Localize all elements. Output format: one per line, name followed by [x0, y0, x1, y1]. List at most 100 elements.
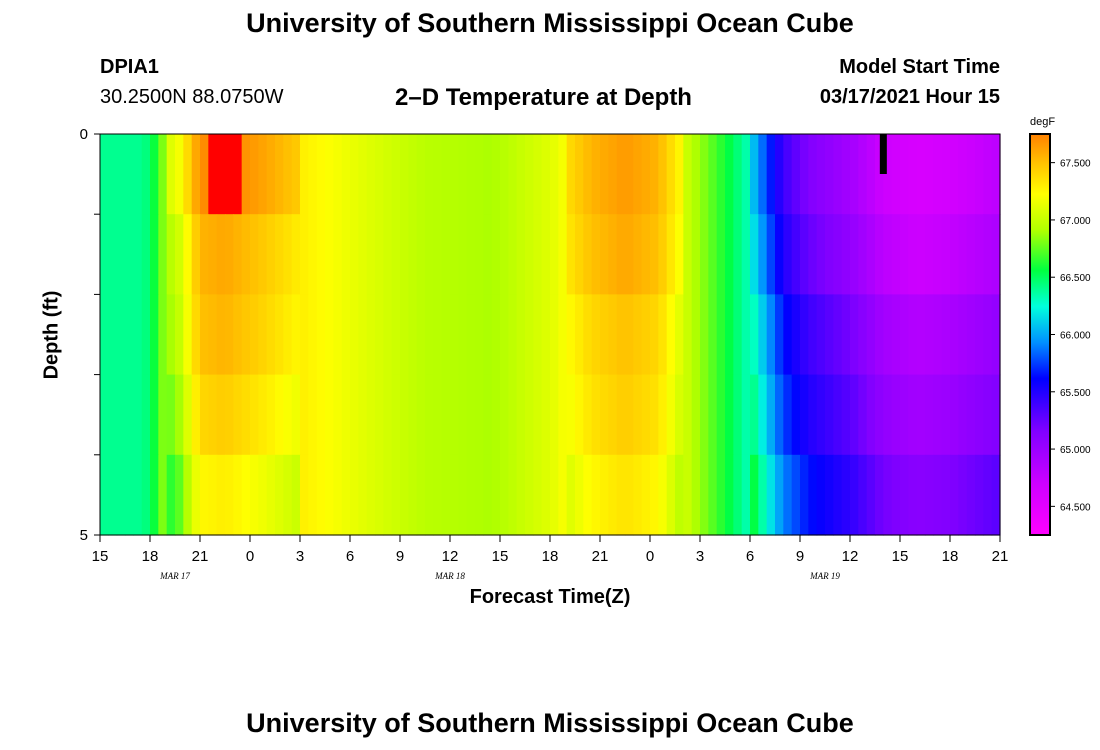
- heatmap-cell: [925, 294, 934, 376]
- heatmap-cell: [941, 294, 951, 376]
- heatmap-cell: [233, 454, 243, 536]
- y-axis-label: Depth (ft): [40, 290, 63, 380]
- heatmap-cell: [775, 294, 784, 376]
- heatmap-cell: [616, 374, 626, 456]
- heatmap-cell: [158, 134, 168, 215]
- heatmap-cell: [150, 214, 159, 295]
- heatmap-cell: [691, 374, 701, 456]
- heatmap-cell: [700, 214, 709, 295]
- heatmap-cell: [616, 294, 626, 376]
- heatmap-cell: [600, 134, 609, 215]
- heatmap-cell: [625, 454, 634, 536]
- heatmap-cell: [558, 294, 568, 376]
- heatmap-cell: [283, 134, 293, 215]
- heatmap-cell: [925, 214, 934, 295]
- heatmap-cell: [975, 454, 984, 536]
- heatmap-cell: [366, 374, 376, 456]
- heatmap-cell: [566, 134, 576, 215]
- heatmap-cell: [566, 374, 576, 456]
- heatmap-cell: [133, 214, 143, 295]
- heatmap-cell: [391, 454, 401, 536]
- heatmap-cell: [600, 454, 609, 536]
- heatmap-cell: [966, 374, 976, 456]
- heatmap-cell: [741, 374, 751, 456]
- heatmap-cell: [758, 374, 768, 456]
- x-tick-label: 15: [892, 548, 909, 565]
- colorbar-tick-label: 64.500: [1060, 502, 1091, 513]
- heatmap-cell: [708, 454, 718, 536]
- heatmap-cell: [441, 454, 451, 536]
- heatmap-cell: [116, 294, 126, 376]
- heatmap-cell: [933, 214, 943, 295]
- heatmap-cell: [358, 374, 368, 456]
- heatmap-cell: [350, 214, 359, 295]
- heatmap-cell: [500, 214, 509, 295]
- heatmap-cell: [791, 214, 801, 295]
- heatmap-cell: [850, 134, 859, 215]
- heatmap-cell: [325, 294, 334, 376]
- heatmap-cell: [908, 454, 918, 536]
- heatmap-cell: [966, 454, 976, 536]
- heatmap-cell: [800, 294, 809, 376]
- heatmap-cell: [108, 214, 118, 295]
- heatmap-cell: [658, 374, 668, 456]
- heatmap-cell: [583, 294, 593, 376]
- heatmap-cell: [525, 454, 534, 536]
- heatmap-cell: [608, 294, 618, 376]
- heatmap-cell: [900, 454, 909, 536]
- heatmap-cell: [791, 454, 801, 536]
- heatmap-cell: [491, 134, 501, 215]
- heatmap-cell: [633, 294, 643, 376]
- heatmap-cell: [250, 134, 259, 215]
- heatmap-cell: [741, 294, 751, 376]
- heatmap-cell: [475, 454, 484, 536]
- heatmap-cell: [233, 214, 243, 295]
- x-tick-label: 15: [92, 548, 109, 565]
- date-label: MAR 17: [159, 571, 190, 581]
- heatmap-cell: [941, 374, 951, 456]
- heatmap-cell: [225, 454, 234, 536]
- heatmap-cell: [733, 134, 743, 215]
- heatmap-cell: [208, 134, 218, 215]
- heatmap-cell: [483, 134, 493, 215]
- heatmap-cell: [808, 134, 818, 215]
- heatmap-cell: [191, 454, 201, 536]
- heatmap-cell: [866, 454, 876, 536]
- heatmap-cell: [791, 294, 801, 376]
- heatmap-cell: [991, 134, 1001, 215]
- heatmap-cell: [583, 454, 593, 536]
- heatmap-cell: [425, 214, 434, 295]
- heatmap-cell: [800, 454, 809, 536]
- heatmap-cell: [558, 134, 568, 215]
- heatmap-cell: [108, 134, 118, 215]
- heatmap-cell: [291, 454, 301, 536]
- heatmap-cell: [475, 374, 484, 456]
- heatmap-cell: [650, 134, 659, 215]
- heatmap-cell: [900, 294, 909, 376]
- heatmap-cell: [350, 294, 359, 376]
- heatmap-cell: [466, 454, 476, 536]
- heatmap-cell: [616, 134, 626, 215]
- heatmap-cell: [450, 374, 459, 456]
- heatmap-cell: [583, 134, 593, 215]
- heatmap-cell: [983, 294, 993, 376]
- heatmap-cell: [716, 454, 726, 536]
- current-time-marker: [879, 134, 887, 174]
- x-tick-label: 3: [696, 548, 704, 565]
- heatmap-cell: [316, 294, 326, 376]
- heatmap-cell: [741, 134, 751, 215]
- heatmap-cell: [408, 374, 418, 456]
- heatmap-cell: [841, 134, 851, 215]
- heatmap-cell: [433, 454, 443, 536]
- heatmap-cell: [958, 214, 968, 295]
- heatmap-cell: [450, 454, 459, 536]
- heatmap-cell: [891, 214, 901, 295]
- heatmap-cell: [258, 214, 268, 295]
- heatmap-cell: [858, 214, 868, 295]
- x-tick-label: 9: [796, 548, 804, 565]
- heatmap-cell: [125, 214, 134, 295]
- heatmap-cell: [191, 294, 201, 376]
- heatmap-cell: [908, 374, 918, 456]
- heatmap-cell: [550, 374, 559, 456]
- heatmap-cell: [741, 454, 751, 536]
